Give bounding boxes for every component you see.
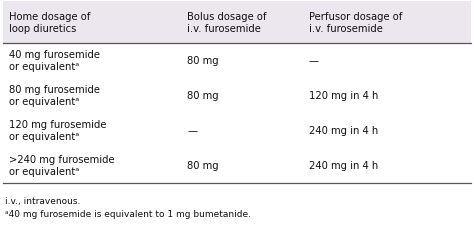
Bar xyxy=(3,44,471,79)
Text: i.v., intravenous.: i.v., intravenous. xyxy=(5,197,81,206)
Text: 240 mg in 4 h: 240 mg in 4 h xyxy=(309,161,378,171)
Text: Perfusor dosage of
i.v. furosemide: Perfusor dosage of i.v. furosemide xyxy=(309,12,402,34)
Bar xyxy=(3,2,471,44)
Text: Home dosage of
loop diuretics: Home dosage of loop diuretics xyxy=(9,12,91,34)
Text: 80 mg: 80 mg xyxy=(187,91,219,101)
Text: Bolus dosage of
i.v. furosemide: Bolus dosage of i.v. furosemide xyxy=(187,12,267,34)
Text: 240 mg in 4 h: 240 mg in 4 h xyxy=(309,126,378,136)
Text: ᵃ40 mg furosemide is equivalent to 1 mg bumetanide.: ᵃ40 mg furosemide is equivalent to 1 mg … xyxy=(5,210,251,219)
Text: —: — xyxy=(309,56,319,66)
Bar xyxy=(3,79,471,113)
Text: 120 mg in 4 h: 120 mg in 4 h xyxy=(309,91,378,101)
Text: >240 mg furosemide
or equivalentᵃ: >240 mg furosemide or equivalentᵃ xyxy=(9,155,115,177)
Bar xyxy=(3,148,471,183)
Text: —: — xyxy=(187,126,197,136)
Text: 120 mg furosemide
or equivalentᵃ: 120 mg furosemide or equivalentᵃ xyxy=(9,120,107,142)
Text: 40 mg furosemide
or equivalentᵃ: 40 mg furosemide or equivalentᵃ xyxy=(9,50,100,72)
Text: 80 mg furosemide
or equivalentᵃ: 80 mg furosemide or equivalentᵃ xyxy=(9,85,100,107)
Text: 80 mg: 80 mg xyxy=(187,161,219,171)
Bar xyxy=(3,113,471,148)
Text: 80 mg: 80 mg xyxy=(187,56,219,66)
